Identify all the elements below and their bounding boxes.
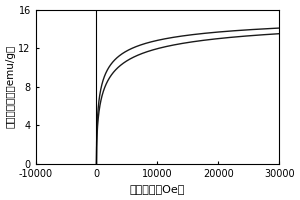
- Y-axis label: 饱和磁化强度（emu/g）: 饱和磁化强度（emu/g）: [6, 45, 16, 128]
- X-axis label: 磁场强度（Oe）: 磁场强度（Oe）: [130, 184, 185, 194]
